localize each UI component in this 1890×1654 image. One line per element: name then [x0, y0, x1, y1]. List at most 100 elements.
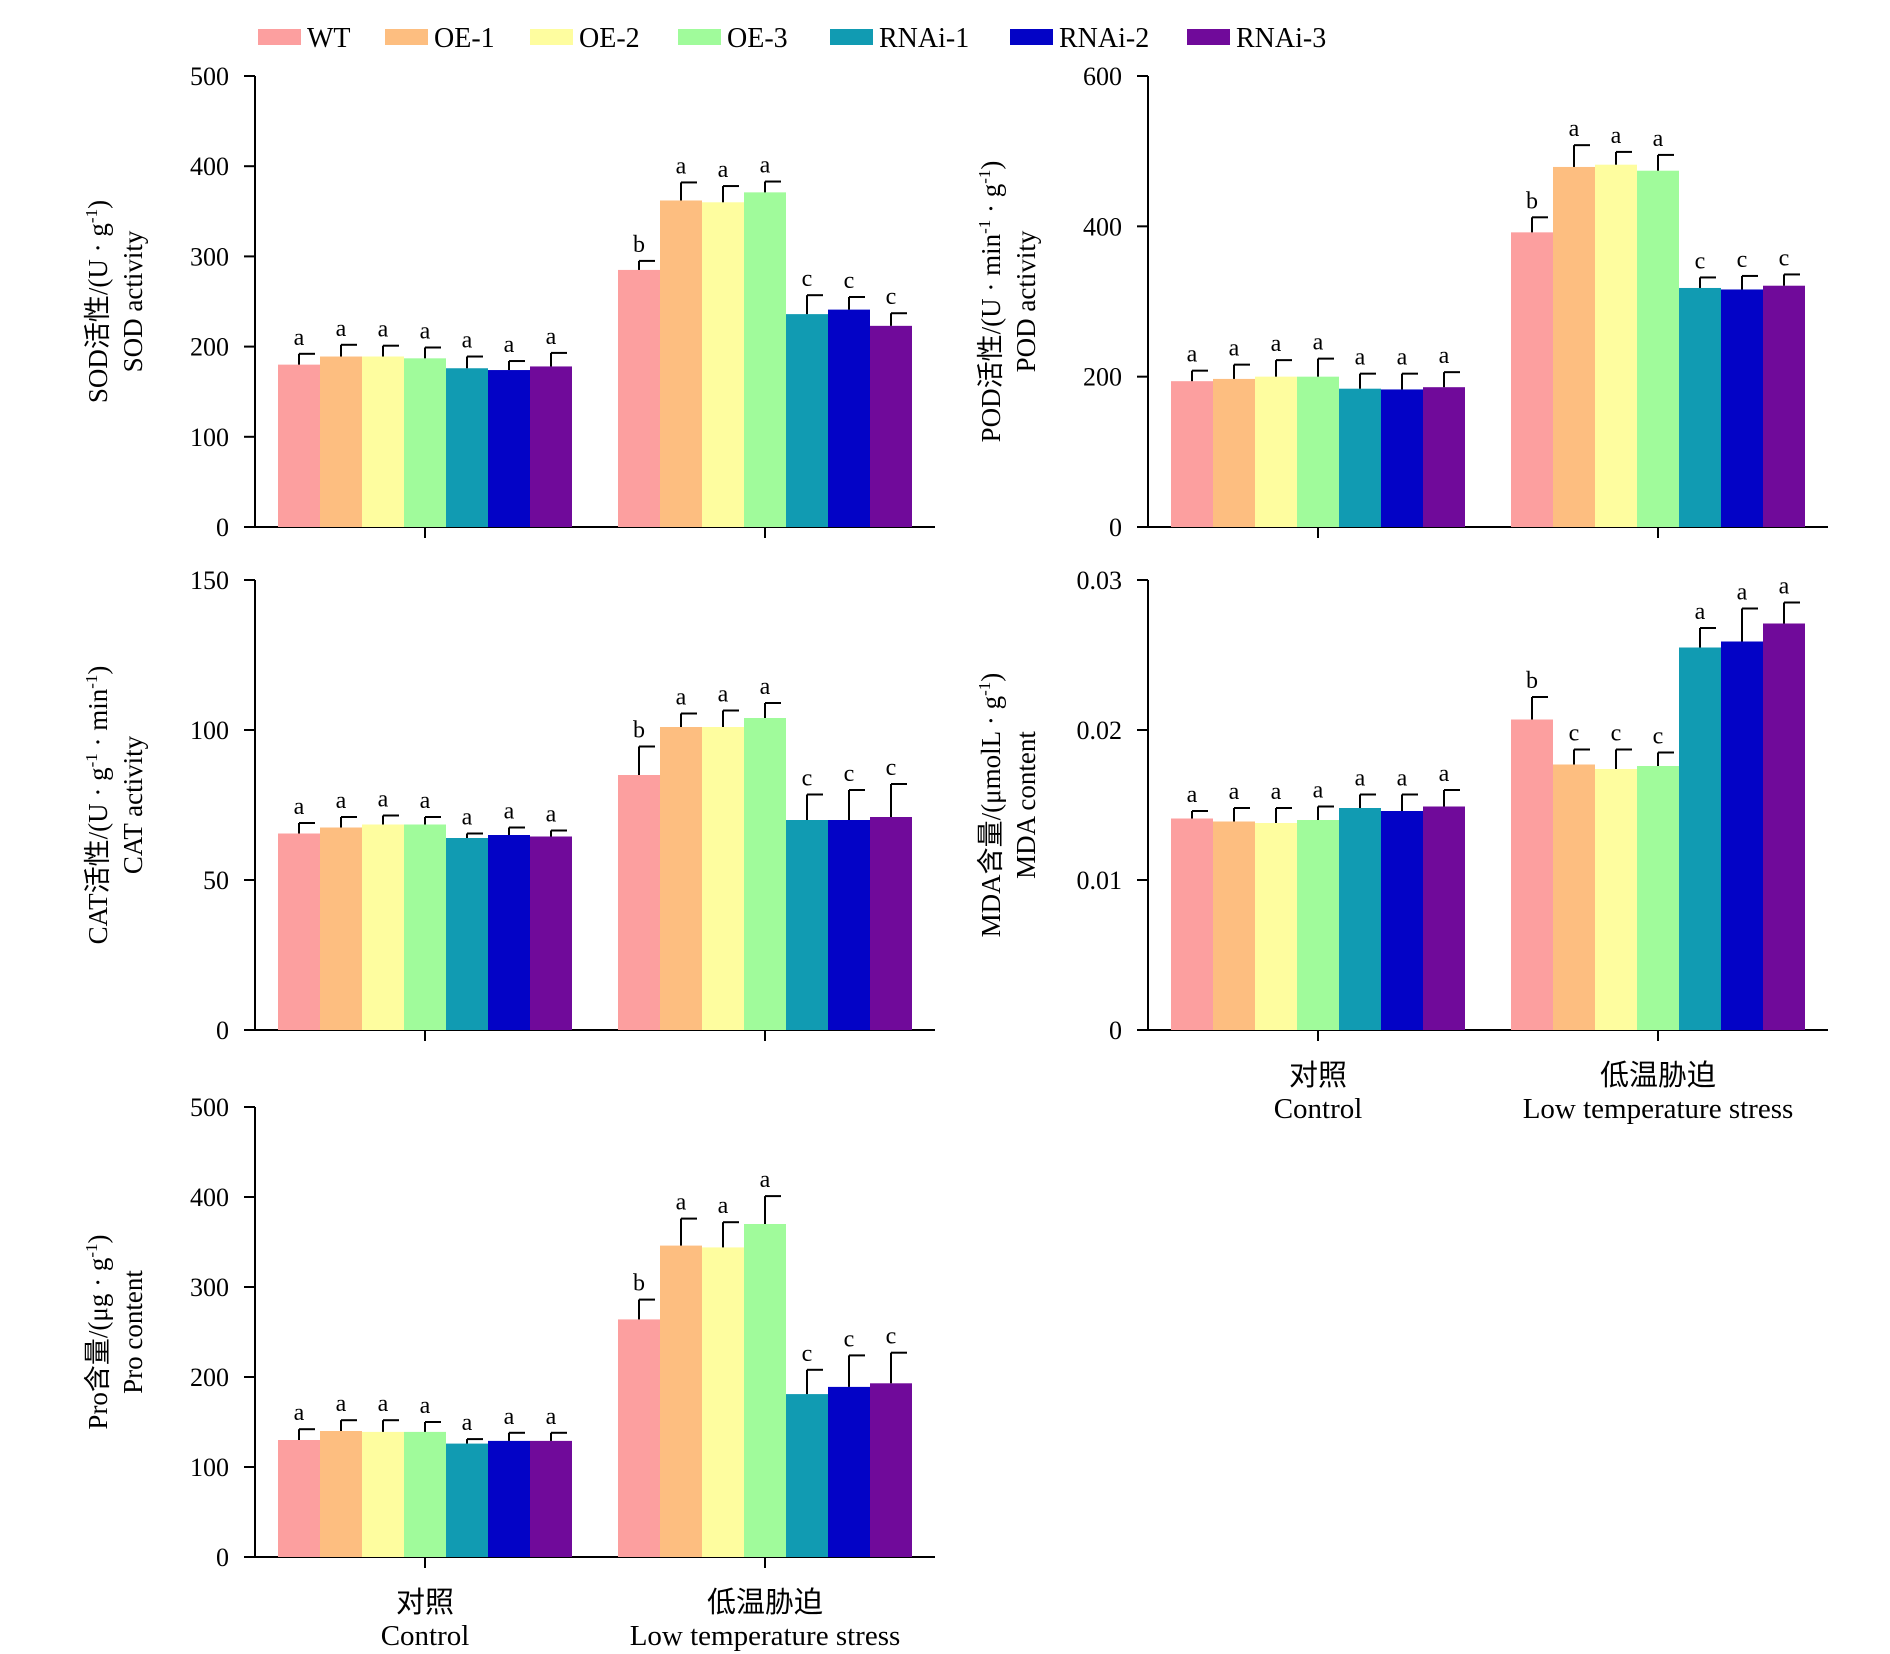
legend-swatch-wt	[258, 29, 301, 45]
sod-y-tick-label: 400	[190, 152, 229, 181]
sod-bar-rnai-3-control	[530, 366, 572, 527]
cat-sig-label: b	[633, 718, 645, 744]
legend-label-wt: WT	[307, 23, 351, 54]
pro-bar-oe-1-control	[320, 1431, 362, 1557]
sod-sig-label: b	[633, 232, 645, 258]
cat-y-tick-label: 0	[216, 1016, 229, 1045]
pro-bar-oe-2-low-temp	[702, 1247, 744, 1557]
pro-sig-label: a	[378, 1391, 389, 1417]
cat-sig-label: a	[546, 802, 557, 828]
pod-bar-rnai-2-low-temp	[1721, 289, 1763, 527]
pod-sig-label: a	[1569, 116, 1580, 142]
sod-sig-label: a	[760, 153, 771, 179]
sod-bar-rnai-1-low-temp	[786, 314, 828, 527]
pod-sig-label: c	[1737, 247, 1748, 273]
mda-y-tick-label: 0.01	[1077, 866, 1123, 895]
pro-bar-rnai-3-low-temp	[870, 1383, 912, 1557]
sod-ylabel-en: SOD activity	[118, 230, 148, 372]
sod-bar-wt-control	[278, 364, 320, 527]
mda-bar-oe-2-low-temp	[1595, 769, 1637, 1030]
sod-sig-label: a	[676, 153, 687, 179]
pro-group-label-zh: 对照	[396, 1586, 454, 1619]
cat-bar-oe-1-low-temp	[660, 727, 702, 1030]
mda-ylabel-part: MDA含量/(μmolL · g	[976, 696, 1006, 937]
pro-bar-rnai-1-control	[446, 1443, 488, 1557]
pro-ylabel-part: Pro含量/(μg · g	[83, 1258, 113, 1430]
sod-bar-oe-2-low-temp	[702, 202, 744, 527]
pro-bar-rnai-1-low-temp	[786, 1394, 828, 1557]
pro-sig-label: b	[633, 1271, 645, 1297]
cat-y-tick-label: 150	[190, 566, 229, 595]
pro-sig-label: c	[802, 1341, 813, 1367]
sod-sig-label: a	[718, 157, 729, 183]
mda-sig-label: c	[1653, 724, 1664, 750]
pod-sig-label: b	[1526, 188, 1538, 214]
pro-ylabel-zh: Pro含量/(μg · g-1)	[82, 1234, 113, 1429]
sod-ylabel-part: )	[83, 200, 113, 209]
pro-group-label-en: Low temperature stress	[630, 1620, 901, 1652]
cat-bar-oe-2-control	[362, 824, 404, 1030]
pro-bar-wt-control	[278, 1440, 320, 1557]
mda-bar-oe-1-low-temp	[1553, 764, 1595, 1030]
mda-sig-label: a	[1229, 779, 1240, 805]
pro-bar-wt-low-temp	[618, 1319, 660, 1557]
pro-sig-label: a	[336, 1391, 347, 1417]
pro-group-label-zh: 低温胁迫	[707, 1586, 823, 1619]
sod-bar-oe-3-low-temp	[744, 192, 786, 527]
pro-sig-label: a	[420, 1393, 431, 1419]
mda-y-tick-label: 0	[1109, 1016, 1122, 1045]
cat-sig-label: a	[420, 788, 431, 814]
pro-bar-oe-3-low-temp	[744, 1224, 786, 1557]
pod-ylabel-part: -1	[975, 170, 994, 184]
cat-bar-rnai-2-control	[488, 835, 530, 1030]
mda-sig-label: c	[1569, 721, 1580, 747]
mda-bar-rnai-1-control	[1339, 808, 1381, 1030]
mda-ylabel-part: )	[976, 673, 1006, 682]
pro-y-tick-label: 0	[216, 1543, 229, 1572]
mda-bar-rnai-2-control	[1381, 811, 1423, 1030]
mda-sig-label: a	[1737, 580, 1748, 606]
mda-y-tick-label: 0.03	[1077, 566, 1123, 595]
cat-sig-label: a	[760, 674, 771, 700]
mda-sig-label: a	[1695, 599, 1706, 625]
sod-bar-oe-1-low-temp	[660, 200, 702, 527]
mda-sig-label: a	[1439, 761, 1450, 787]
cat-ylabel-part: -1	[82, 675, 101, 689]
legend-swatch-oe-3	[678, 29, 721, 45]
pod-bar-oe-1-low-temp	[1553, 166, 1595, 527]
pro-y-tick-label: 400	[190, 1183, 229, 1212]
cat-sig-label: a	[718, 682, 729, 708]
cat-sig-label: c	[844, 761, 855, 787]
pro-bar-oe-3-control	[404, 1431, 446, 1557]
cat-bar-wt-low-temp	[618, 775, 660, 1030]
pro-ylabel-part: -1	[82, 1243, 101, 1257]
pod-ylabel-en: POD activity	[1011, 230, 1041, 372]
pro-ylabel-en: Pro content	[118, 1270, 148, 1394]
legend-swatch-rnai-1	[830, 29, 873, 45]
sod-sig-label: c	[844, 268, 855, 294]
pod-y-tick-label: 600	[1083, 62, 1122, 91]
sod-sig-label: c	[802, 266, 813, 292]
mda-ylabel-zh: MDA含量/(μmolL · g-1)	[975, 673, 1006, 938]
mda-bar-rnai-3-low-temp	[1763, 623, 1805, 1030]
mda-bar-oe-2-control	[1255, 823, 1297, 1030]
mda-bar-oe-3-low-temp	[1637, 766, 1679, 1030]
cat-sig-label: a	[676, 685, 687, 711]
pro-bar-oe-2-control	[362, 1431, 404, 1557]
pro-y-tick-label: 500	[190, 1093, 229, 1122]
mda-bar-wt-low-temp	[1511, 719, 1553, 1030]
cat-bar-rnai-3-low-temp	[870, 817, 912, 1030]
mda-bar-rnai-2-low-temp	[1721, 641, 1763, 1030]
legend-swatch-oe-1	[385, 29, 428, 45]
mda-bar-rnai-3-control	[1423, 806, 1465, 1030]
mda-group-label-en: Low temperature stress	[1523, 1093, 1794, 1125]
pro-bar-oe-1-low-temp	[660, 1245, 702, 1557]
pod-y-tick-label: 400	[1083, 212, 1122, 241]
cat-sig-label: c	[802, 766, 813, 792]
mda-bar-oe-3-control	[1297, 820, 1339, 1030]
cat-ylabel-part: CAT活性/(U · g	[83, 767, 113, 944]
pod-bar-oe-2-low-temp	[1595, 164, 1637, 528]
